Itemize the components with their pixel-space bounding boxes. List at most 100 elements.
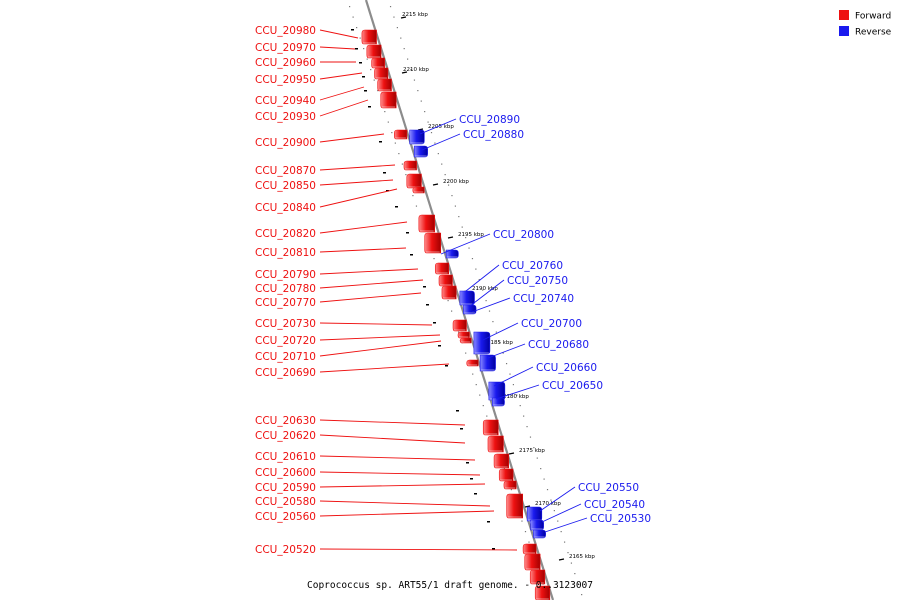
reverse-gene-block[interactable] [533, 529, 546, 539]
forward-gene-label[interactable]: CCU_20900 [255, 137, 316, 149]
forward-gene-block[interactable] [377, 78, 392, 92]
reverse-gene-label[interactable]: CCU_20740 [513, 293, 574, 305]
forward-gene-block[interactable] [452, 319, 467, 332]
reverse-gene-label[interactable]: CCU_20700 [521, 318, 582, 330]
forward-gene-block[interactable] [529, 569, 546, 585]
forward-gene-block[interactable] [403, 160, 417, 171]
forward-gene-label[interactable]: CCU_20950 [255, 74, 316, 86]
forward-gene-block[interactable] [361, 29, 377, 45]
forward-gene-block[interactable] [441, 285, 457, 300]
forward-gene-block[interactable] [503, 480, 517, 490]
forward-gene-block[interactable] [412, 186, 425, 194]
forward-gene-block[interactable] [534, 585, 551, 600]
forward-gene-leader [319, 188, 398, 208]
reverse-gene-label[interactable]: CCU_20680 [528, 339, 589, 351]
forward-gene-label[interactable]: CCU_20730 [255, 318, 316, 330]
forward-gene-block[interactable] [424, 232, 442, 254]
forward-gene-block[interactable] [522, 543, 537, 555]
track-dot [400, 37, 402, 39]
forward-gene-block[interactable] [482, 419, 499, 436]
strand-marker [456, 410, 459, 412]
forward-gene-label[interactable]: CCU_20520 [255, 544, 316, 556]
reverse-gene-block[interactable] [413, 145, 428, 158]
reverse-gene-label[interactable]: CCU_20650 [542, 380, 603, 392]
reverse-gene-label[interactable]: CCU_20750 [507, 275, 568, 287]
forward-gene-label[interactable]: CCU_20610 [255, 451, 316, 463]
forward-gene-block[interactable] [498, 468, 514, 482]
reverse-gene-block[interactable] [445, 249, 459, 259]
reverse-gene-block[interactable] [526, 506, 543, 522]
forward-gene-block[interactable] [434, 262, 449, 275]
track-dot [472, 373, 474, 375]
reverse-gene-block[interactable] [459, 290, 475, 306]
track-dot [433, 258, 435, 260]
strand-marker [423, 286, 426, 288]
forward-gene-block[interactable] [466, 359, 479, 367]
forward-gene-block[interactable] [371, 57, 385, 69]
forward-gene-label[interactable]: CCU_20790 [255, 269, 316, 281]
reverse-gene-label[interactable]: CCU_20540 [584, 499, 645, 511]
forward-gene-block[interactable] [524, 553, 541, 571]
legend-reverse-label: Reverse [855, 28, 892, 38]
reverse-gene-block[interactable] [473, 331, 491, 355]
forward-gene-block[interactable] [418, 214, 435, 233]
forward-gene-block[interactable] [366, 44, 382, 59]
forward-gene-label[interactable]: CCU_20980 [255, 25, 316, 37]
forward-gene-label[interactable]: CCU_20960 [255, 57, 316, 69]
forward-gene-block[interactable] [438, 274, 453, 287]
track-dot [444, 174, 446, 176]
kbp-tick-label: 2170 kbp [535, 501, 561, 507]
track-dot [417, 90, 419, 92]
forward-gene-block[interactable] [406, 173, 422, 189]
legend-forward-swatch [839, 10, 849, 20]
reverse-gene-block[interactable] [409, 129, 425, 145]
forward-gene-label[interactable]: CCU_20690 [255, 367, 316, 379]
reverse-gene-label[interactable]: CCU_20530 [590, 513, 651, 525]
forward-gene-block[interactable] [394, 129, 408, 140]
forward-gene-label[interactable]: CCU_20810 [255, 247, 316, 259]
reverse-gene-block[interactable] [530, 519, 544, 531]
forward-gene-label[interactable]: CCU_20870 [255, 165, 316, 177]
forward-gene-label[interactable]: CCU_20940 [255, 95, 316, 107]
reverse-gene-leader [469, 279, 505, 307]
track-dot [468, 247, 470, 249]
strand-marker [406, 232, 409, 234]
forward-gene-label[interactable]: CCU_20840 [255, 202, 316, 214]
forward-gene-block[interactable] [457, 331, 470, 339]
track-dot [478, 279, 480, 281]
forward-gene-block[interactable] [380, 91, 397, 109]
reverse-gene-label[interactable]: CCU_20890 [459, 114, 520, 126]
forward-gene-label[interactable]: CCU_20580 [255, 496, 316, 508]
forward-gene-block[interactable] [506, 493, 524, 519]
reverse-gene-label[interactable]: CCU_20550 [578, 482, 639, 494]
forward-gene-block[interactable] [374, 67, 389, 80]
forward-gene-block[interactable] [487, 435, 504, 453]
kbp-tick-label: 2180 kbp [503, 394, 529, 400]
reverse-gene-block[interactable] [491, 397, 505, 407]
forward-gene-label[interactable]: CCU_20630 [255, 415, 316, 427]
forward-gene-label[interactable]: CCU_20720 [255, 335, 316, 347]
kbp-tick-label: 2215 kbp [402, 12, 428, 18]
forward-gene-leader [319, 292, 422, 303]
forward-gene-label[interactable]: CCU_20620 [255, 430, 316, 442]
track-dot [492, 321, 494, 323]
reverse-gene-label[interactable]: CCU_20880 [463, 129, 524, 141]
reverse-gene-label[interactable]: CCU_20800 [493, 229, 554, 241]
forward-gene-label[interactable]: CCU_20820 [255, 228, 316, 240]
forward-gene-label[interactable]: CCU_20710 [255, 351, 316, 363]
forward-gene-block[interactable] [493, 453, 509, 469]
legend-reverse-swatch [839, 26, 849, 36]
forward-gene-label[interactable]: CCU_20970 [255, 42, 316, 54]
reverse-gene-block[interactable] [479, 354, 496, 372]
track-dot [387, 121, 389, 123]
forward-gene-label[interactable]: CCU_20590 [255, 482, 316, 494]
forward-gene-label[interactable]: CCU_20780 [255, 283, 316, 295]
forward-gene-label[interactable]: CCU_20770 [255, 297, 316, 309]
reverse-gene-label[interactable]: CCU_20660 [536, 362, 597, 374]
forward-gene-label[interactable]: CCU_20850 [255, 180, 316, 192]
forward-gene-label[interactable]: CCU_20600 [255, 467, 316, 479]
kbp-tick-label: 2165 kbp [569, 554, 595, 560]
forward-gene-label[interactable]: CCU_20930 [255, 111, 316, 123]
forward-gene-label[interactable]: CCU_20560 [255, 511, 316, 523]
reverse-gene-label[interactable]: CCU_20760 [502, 260, 563, 272]
